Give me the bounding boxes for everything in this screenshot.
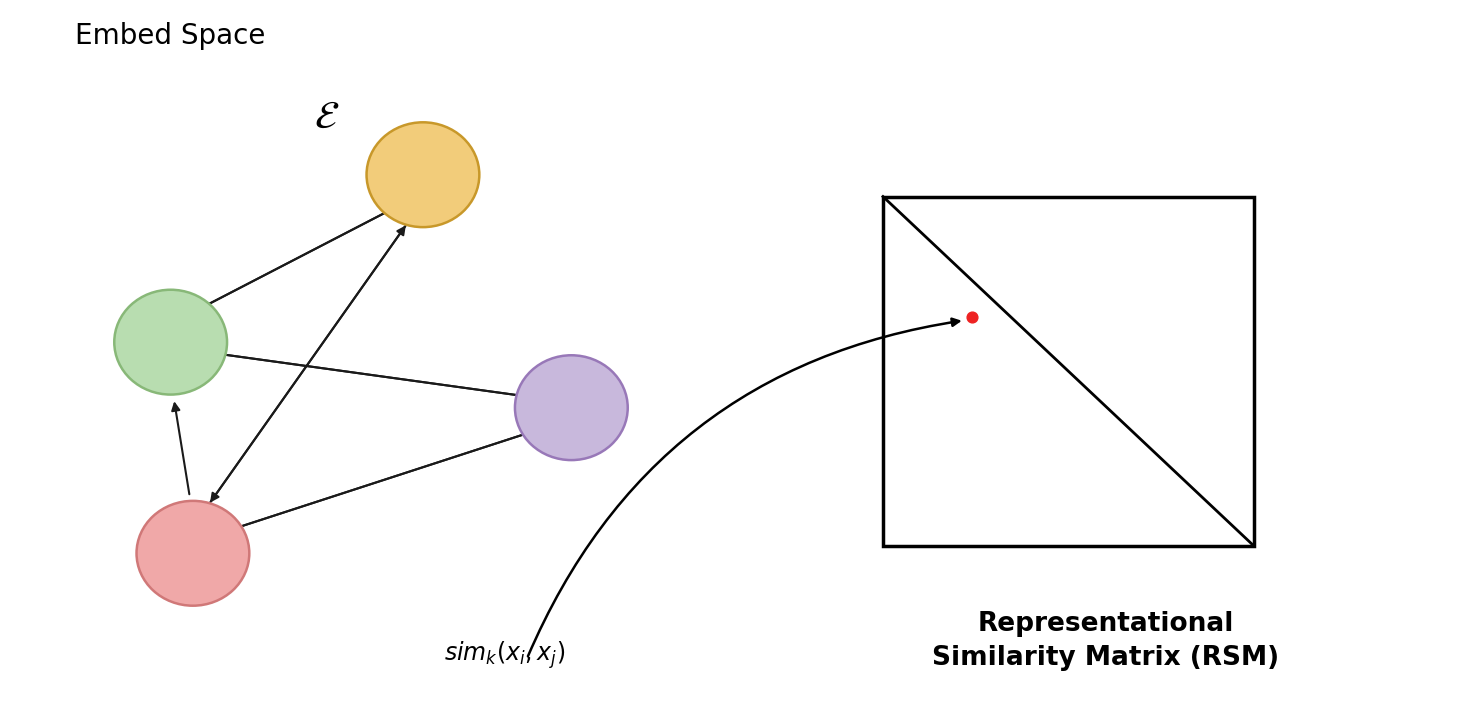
Text: $\mathcal{E}$: $\mathcal{E}$ — [313, 98, 340, 135]
Bar — [883, 197, 1254, 546]
Text: Representational
Similarity Matrix (RSM): Representational Similarity Matrix (RSM) — [932, 611, 1279, 670]
Ellipse shape — [114, 290, 227, 395]
Ellipse shape — [367, 122, 479, 227]
Point — [960, 311, 984, 323]
Text: $sim_k(x_i, x_j)$: $sim_k(x_i, x_j)$ — [444, 639, 565, 671]
Ellipse shape — [137, 501, 249, 606]
Ellipse shape — [515, 355, 628, 460]
Text: Embed Space: Embed Space — [76, 23, 266, 50]
